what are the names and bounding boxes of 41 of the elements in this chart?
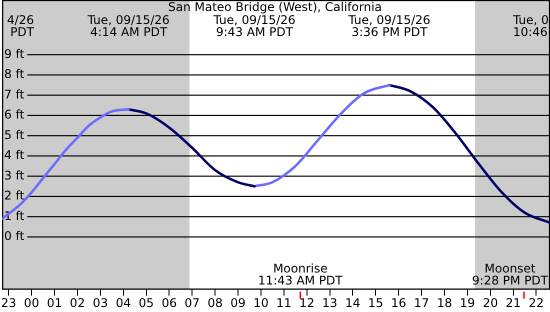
x-tick-label: 12: [299, 296, 314, 310]
x-tick-label: 09: [230, 296, 246, 310]
y-tick-label: 7 ft: [4, 87, 25, 102]
x-tick-label: 20: [482, 296, 498, 310]
y-tick-label: 4 ft: [4, 148, 25, 162]
x-tick-label: 01: [46, 296, 62, 310]
x-tick-label: 00: [24, 296, 40, 310]
x-tick-label: 11: [276, 296, 292, 310]
y-tick-label: 2 ft: [4, 188, 25, 203]
x-tick-label: 08: [207, 296, 223, 310]
x-tick-label: 06: [162, 296, 177, 310]
y-tick-label: 8 ft: [4, 67, 25, 82]
y-tick-label: 9 ft: [4, 46, 25, 61]
x-tick-label: 23: [0, 296, 16, 310]
annotation: 4/26 PDT: [7, 13, 35, 40]
x-tick-label: 17: [414, 296, 430, 310]
x-tick-label: 13: [322, 296, 338, 310]
annotation: Tue, 0 10:46: [512, 13, 549, 40]
chart-title: San Mateo Bridge (West), California: [168, 0, 382, 14]
annotation: Tue, 09/15/26 9:43 AM PDT: [212, 13, 296, 40]
x-tick-label: 18: [436, 296, 452, 310]
x-tick-label: 10: [253, 296, 269, 310]
x-tick-label: 15: [368, 296, 384, 310]
x-tick-label: 04: [116, 296, 131, 310]
x-tick-label: 19: [460, 296, 476, 310]
y-tick-label: 3 ft: [4, 168, 25, 182]
y-tick-label: 5 ft: [4, 128, 25, 142]
x-tick-label: 21: [506, 296, 521, 310]
annotation: Tue, 09/15/26 4:14 AM PDT: [86, 13, 170, 40]
ref-line-label: Moonset 9:28 PM PDT: [472, 262, 549, 288]
x-tick-label: 05: [138, 296, 154, 310]
y-tick-label: 0 ft: [4, 229, 25, 244]
x-tick-label: 03: [92, 296, 108, 310]
x-tick-label: 16: [390, 296, 406, 310]
x-tick-label: 02: [70, 296, 86, 310]
ref-line-label: Moonrise 11:43 AM PDT: [258, 262, 344, 288]
x-tick-label: 14: [345, 296, 360, 310]
y-tick-label: 6 ft: [4, 108, 25, 122]
x-tick-label: 07: [184, 296, 200, 310]
annotation: Tue, 09/15/26 3:36 PM PDT: [347, 13, 430, 40]
x-tick-label: 22: [528, 296, 544, 310]
